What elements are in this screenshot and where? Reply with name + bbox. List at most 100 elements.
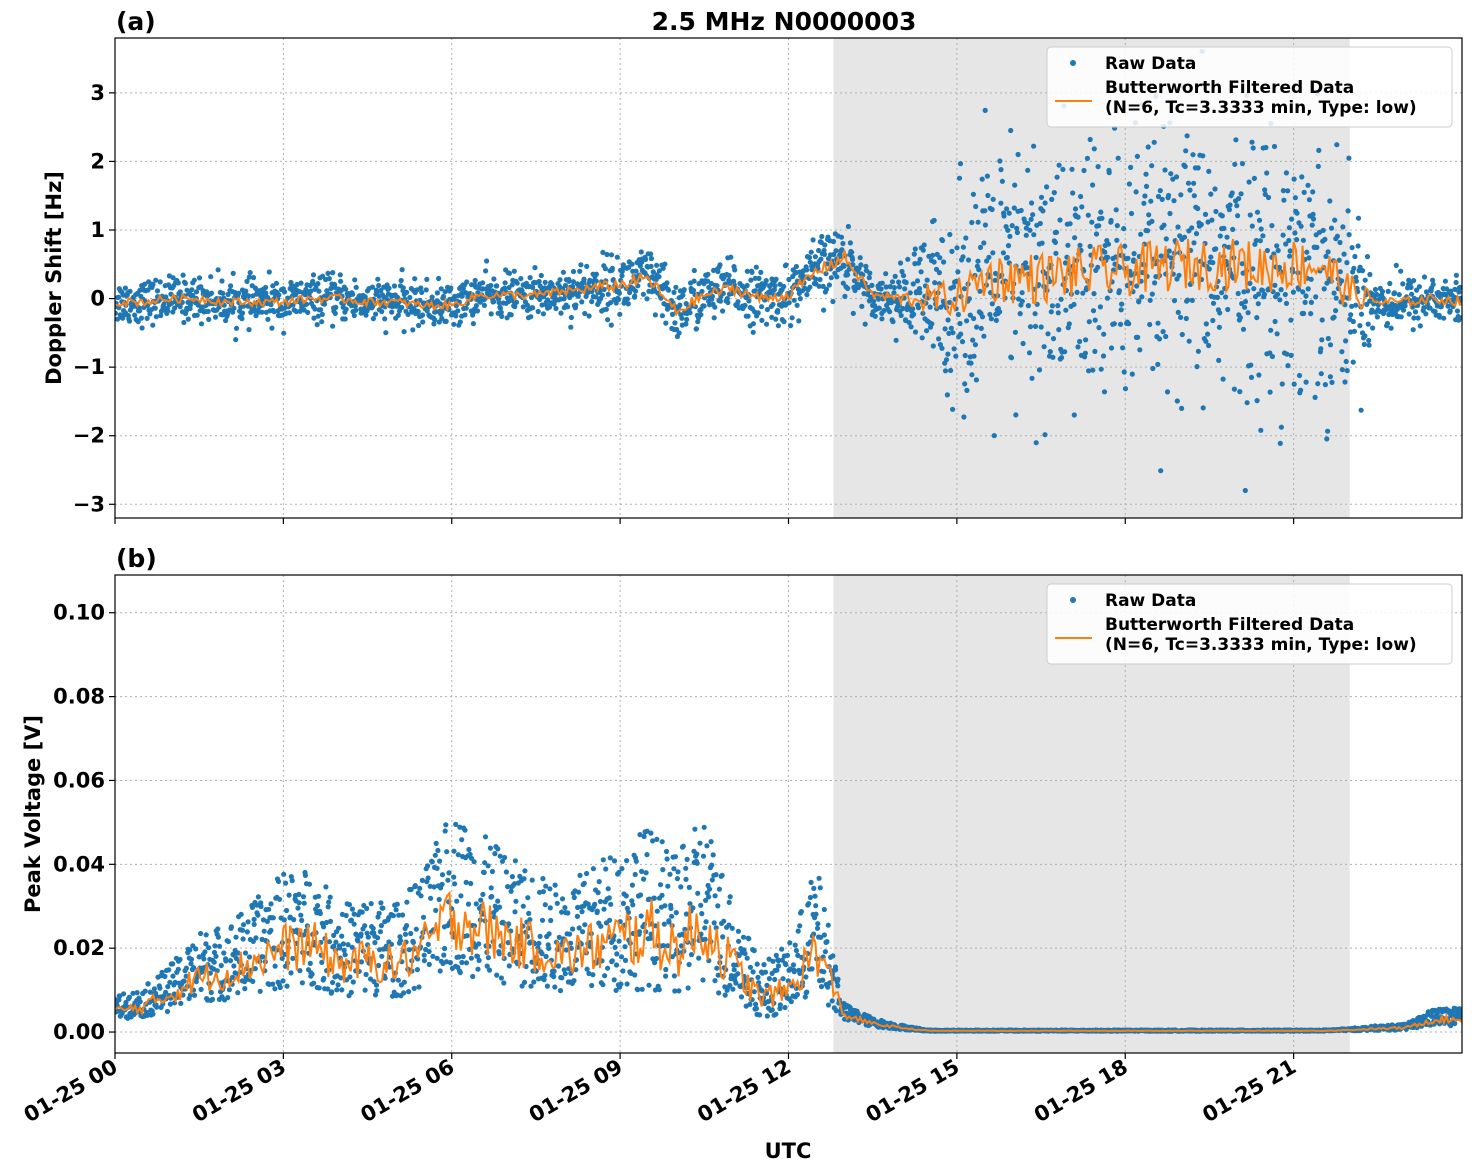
raw-data-point [497,305,503,311]
raw-data-point [1348,312,1354,318]
raw-data-point [808,249,814,255]
raw-data-point [353,307,359,313]
raw-data-point [782,1004,788,1011]
raw-data-point [1313,294,1319,300]
raw-data-point [955,269,961,275]
raw-data-point [603,866,609,872]
raw-data-point [641,833,647,840]
raw-data-point [788,323,794,329]
raw-data-point [153,314,159,320]
raw-data-point [764,982,770,989]
raw-data-point [964,318,970,324]
raw-data-point [1183,148,1189,154]
raw-data-point [589,982,595,989]
raw-data-point [196,954,202,960]
raw-data-point [1027,227,1033,233]
raw-data-point [632,293,638,299]
raw-data-point [1052,239,1058,245]
raw-data-point [633,858,639,864]
raw-data-point [603,306,610,312]
raw-data-point [150,281,156,288]
raw-data-point [351,921,357,927]
raw-data-point [379,953,385,959]
raw-data-point [610,937,616,943]
raw-data-point [905,256,911,262]
raw-data-point [954,245,960,251]
raw-data-point [175,280,181,286]
raw-data-point [1247,280,1253,286]
raw-data-point [982,107,988,113]
raw-data-point [1272,318,1278,325]
raw-data-point [331,943,337,949]
raw-data-point [774,967,780,973]
raw-data-point [266,906,272,912]
raw-data-point [825,1002,832,1008]
raw-data-point [643,870,649,876]
raw-data-point [301,900,307,906]
raw-data-point [616,290,623,296]
raw-data-point [296,891,302,898]
raw-data-point [1339,278,1345,284]
raw-data-point [753,1005,760,1012]
raw-data-point [620,900,627,907]
raw-data-point [949,248,955,254]
raw-data-point [984,258,990,264]
raw-data-point [373,311,379,317]
raw-data-point [809,966,815,972]
raw-data-point [704,890,710,896]
raw-data-point [759,304,765,310]
raw-data-point [735,299,741,305]
raw-data-point [1178,192,1184,198]
raw-data-point [705,271,711,277]
raw-data-point [829,998,835,1004]
raw-data-point [135,319,141,325]
raw-data-point [435,847,441,854]
raw-data-point [1353,278,1359,284]
raw-data-point [359,909,365,915]
raw-data-point [219,278,225,284]
raw-data-point [849,256,856,263]
raw-data-point [1289,216,1295,222]
raw-data-point [1221,225,1227,231]
raw-data-point [1334,142,1340,148]
raw-data-point [225,311,231,317]
raw-data-point [527,917,533,923]
raw-data-point [652,987,659,993]
raw-data-point [1408,284,1414,290]
raw-data-point [259,309,265,315]
raw-data-point [1275,247,1281,254]
legend-raw-marker [1070,60,1076,66]
raw-data-point [242,950,249,956]
raw-data-point [1070,190,1076,196]
raw-data-point [283,880,289,886]
raw-data-point [947,231,953,238]
raw-data-point [196,275,203,281]
raw-data-point [840,240,846,247]
raw-data-point [1284,351,1290,357]
raw-data-point [678,943,685,949]
raw-data-point [453,313,459,319]
raw-data-point [436,275,442,282]
raw-data-point [541,977,547,983]
raw-data-point [1308,311,1314,317]
raw-data-point [1206,168,1212,174]
raw-data-point [1190,152,1196,158]
raw-data-point [619,268,625,274]
raw-data-point [495,898,501,904]
raw-data-point [1344,260,1350,266]
raw-data-point [699,911,705,917]
raw-data-point [744,282,750,289]
raw-data-point [182,280,188,286]
raw-data-point [353,284,359,290]
raw-data-point [605,965,611,971]
raw-data-point [1174,398,1180,404]
raw-data-point [896,284,903,290]
legend-box [1046,46,1453,128]
raw-data-point [1274,331,1280,337]
raw-data-point [518,276,524,282]
raw-data-point [668,905,674,912]
raw-data-point [818,984,825,990]
raw-data-point [1146,212,1152,218]
raw-data-point [1353,302,1359,308]
raw-data-point [960,244,967,250]
